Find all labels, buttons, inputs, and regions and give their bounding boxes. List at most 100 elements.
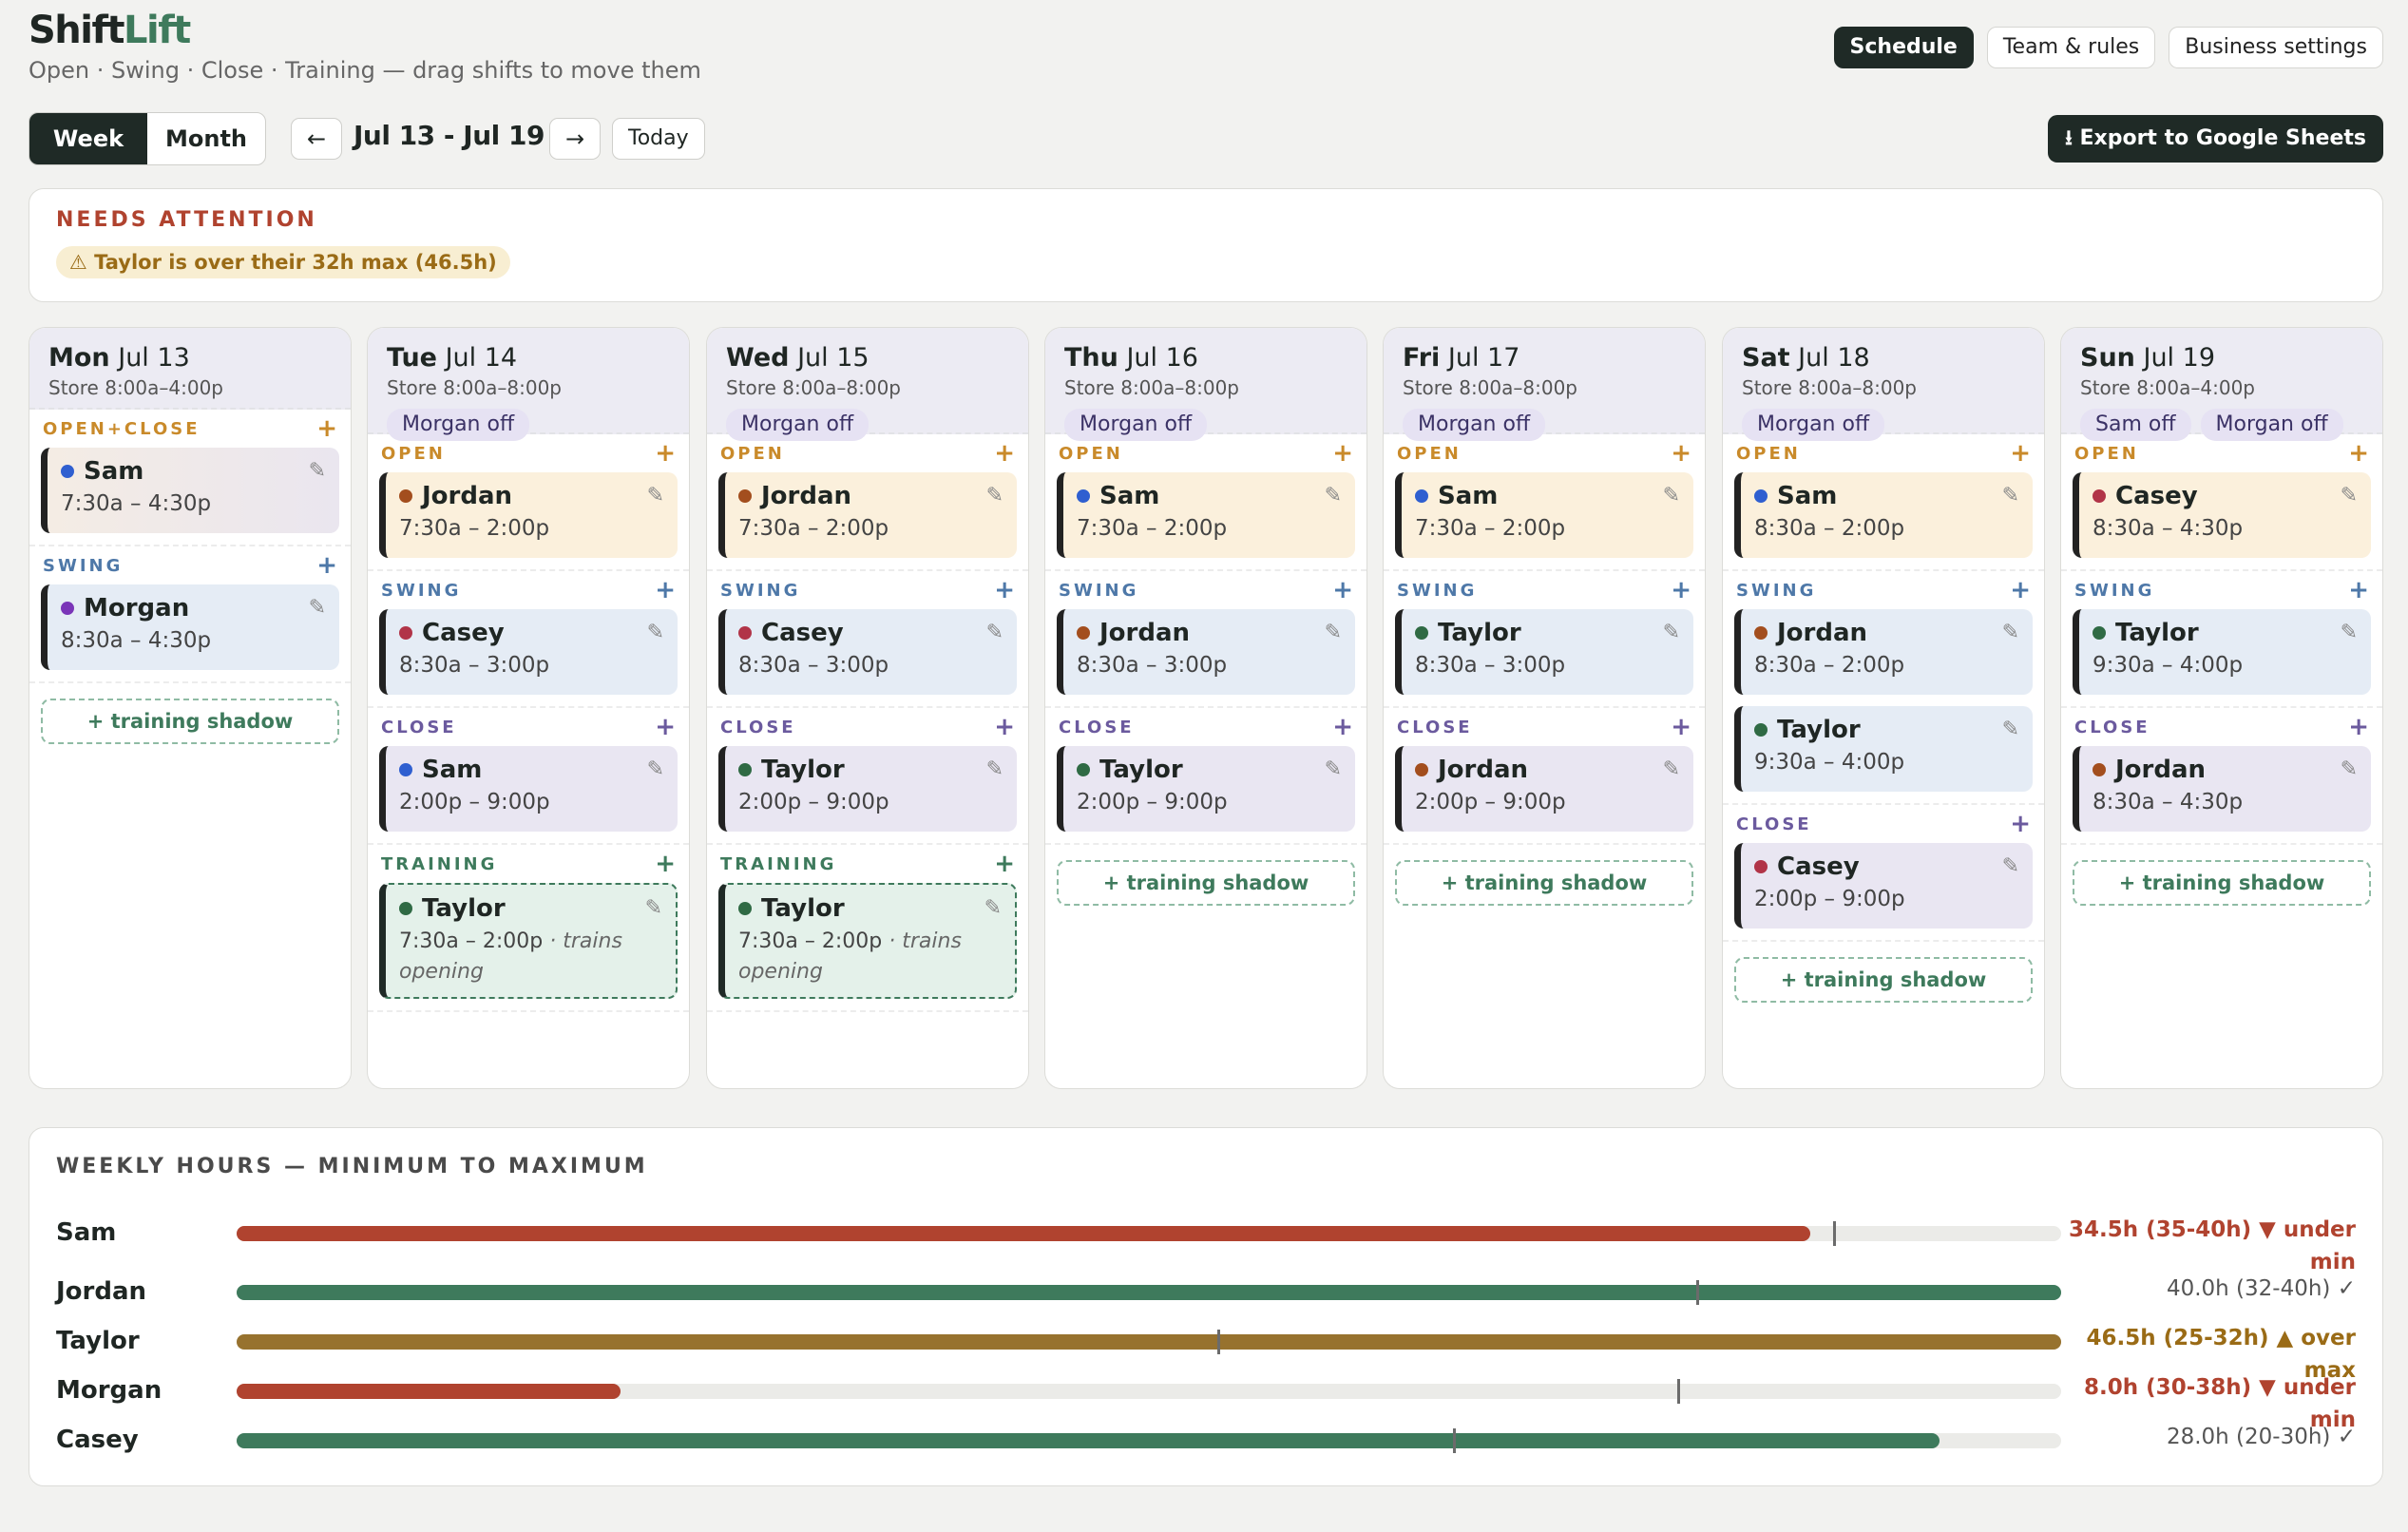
edit-pencil-icon[interactable]: ✎ [2340,621,2358,644]
add-shift-icon[interactable]: + [1332,576,1353,604]
shift-employee: Sam [1415,482,1680,510]
add-shift-icon[interactable]: + [1671,713,1691,741]
edit-pencil-icon[interactable]: ✎ [1324,757,1342,781]
edit-pencil-icon[interactable]: ✎ [2340,484,2358,507]
add-shift-icon[interactable]: + [1332,439,1353,468]
nav-schedule[interactable]: Schedule [1833,27,1974,68]
shift-card[interactable]: Taylor 8:30a – 3:00p ✎ [1395,609,1693,695]
shift-card[interactable]: Casey 8:30a – 3:00p ✎ [379,609,678,695]
edit-pencil-icon[interactable]: ✎ [2001,484,2019,507]
add-shift-icon[interactable]: + [994,439,1015,468]
shift-card[interactable]: Sam 2:00p – 9:00p ✎ [379,746,678,832]
add-shift-icon[interactable]: + [316,414,337,443]
add-shift-icon[interactable]: + [655,439,676,468]
needs-attention-panel: NEEDS ATTENTION ⚠ Taylor is over their 3… [29,188,2383,302]
next-week-button[interactable]: → [549,118,601,160]
add-shift-icon[interactable]: + [994,576,1015,604]
add-shift-icon[interactable]: + [994,713,1015,741]
shift-time-range: 7:30a – 2:00p [399,929,544,953]
shift-employee: Sam [1754,482,2019,510]
employee-color-dot [2093,489,2106,503]
shift-employee: Taylor [1415,619,1680,647]
add-shift-icon[interactable]: + [2010,810,2031,838]
shift-card[interactable]: Taylor 9:30a – 4:00p ✎ [1734,706,2033,792]
nav-business-settings[interactable]: Business settings [2169,27,2383,68]
edit-pencil-icon[interactable]: ✎ [2001,621,2019,644]
edit-pencil-icon[interactable]: ✎ [985,484,1003,507]
shift-card[interactable]: Jordan 8:30a – 4:30p ✎ [2073,746,2371,832]
edit-pencil-icon[interactable]: ✎ [1662,484,1680,507]
shift-time: 2:00p – 9:00p [1077,790,1342,814]
shift-card[interactable]: Taylor 2:00p – 9:00p ✎ [718,746,1017,832]
store-hours: Store 8:00a–8:00p [1742,376,1917,399]
warning-badge[interactable]: ⚠ Taylor is over their 32h max (46.5h) [56,246,510,278]
add-shift-icon[interactable]: + [2348,576,2369,604]
shift-card[interactable]: Morgan 8:30a – 4:30p ✎ [41,584,339,670]
nav-team-rules[interactable]: Team & rules [1986,27,2156,68]
add-training-shadow-button[interactable]: + training shadow [41,699,339,744]
time-off-badge: Sam off [2080,409,2191,441]
add-training-shadow-button[interactable]: + training shadow [1057,860,1355,906]
edit-pencil-icon[interactable]: ✎ [646,757,664,781]
add-shift-icon[interactable]: + [994,850,1015,878]
shift-time: 2:00p – 9:00p [738,790,1003,814]
shift-card[interactable]: Casey 8:30a – 3:00p ✎ [718,609,1017,695]
shift-card[interactable]: Casey 8:30a – 4:30p ✎ [2073,472,2371,558]
shift-card[interactable]: Casey 2:00p – 9:00p ✎ [1734,843,2033,929]
add-shift-icon[interactable]: + [2348,439,2369,468]
edit-pencil-icon[interactable]: ✎ [985,757,1003,781]
edit-pencil-icon[interactable]: ✎ [646,484,664,507]
section-header: TRAINING + [379,845,678,883]
shift-card[interactable]: Jordan 7:30a – 2:00p ✎ [718,472,1017,558]
edit-pencil-icon[interactable]: ✎ [1324,621,1342,644]
day-date: Jul 15 [797,343,870,373]
week-view-button[interactable]: Week [29,113,147,164]
add-training-shadow-button[interactable]: + training shadow [1395,860,1693,906]
employee-name: Sam [1438,482,1499,510]
add-training-shadow-button[interactable]: + training shadow [1734,957,2033,1003]
add-shift-icon[interactable]: + [316,551,337,580]
shift-card[interactable]: Sam 7:30a – 2:00p ✎ [1057,472,1355,558]
edit-pencil-icon[interactable]: ✎ [2001,718,2019,741]
add-shift-icon[interactable]: + [2348,713,2369,741]
shift-card[interactable]: Jordan 7:30a – 2:00p ✎ [379,472,678,558]
add-shift-icon[interactable]: + [1671,439,1691,468]
shift-card[interactable]: Jordan 8:30a – 2:00p ✎ [1734,609,2033,695]
edit-pencil-icon[interactable]: ✎ [984,896,1002,920]
edit-pencil-icon[interactable]: ✎ [2001,854,2019,878]
edit-pencil-icon[interactable]: ✎ [644,896,662,920]
shift-card[interactable]: Sam 8:30a – 2:00p ✎ [1734,472,2033,558]
edit-pencil-icon[interactable]: ✎ [1662,621,1680,644]
edit-pencil-icon[interactable]: ✎ [1662,757,1680,781]
shift-card[interactable]: Taylor 7:30a – 2:00p · trains opening ✎ [718,883,1017,999]
add-training-shadow-button[interactable]: + training shadow [2073,860,2371,906]
edit-pencil-icon[interactable]: ✎ [308,596,326,620]
day-of-week: Wed [726,343,790,373]
month-view-button[interactable]: Month [164,125,247,152]
shift-card[interactable]: Jordan 8:30a – 3:00p ✎ [1057,609,1355,695]
export-google-sheets-button[interactable]: ⭳ Export to Google Sheets [2048,115,2383,163]
shift-card[interactable]: Sam 7:30a – 4:30p ✎ [41,448,339,533]
edit-pencil-icon[interactable]: ✎ [1324,484,1342,507]
employee-name: Jordan [1777,619,1868,647]
shift-card[interactable]: Taylor 7:30a – 2:00p · trains opening ✎ [379,883,678,999]
edit-pencil-icon[interactable]: ✎ [646,621,664,644]
add-shift-icon[interactable]: + [2010,439,2031,468]
add-shift-icon[interactable]: + [2010,576,2031,604]
edit-pencil-icon[interactable]: ✎ [308,459,326,483]
add-shift-icon[interactable]: + [655,850,676,878]
shift-card[interactable]: Taylor 9:30a – 4:00p ✎ [2073,609,2371,695]
edit-pencil-icon[interactable]: ✎ [985,621,1003,644]
shift-card[interactable]: Jordan 2:00p – 9:00p ✎ [1395,746,1693,832]
add-shift-icon[interactable]: + [655,576,676,604]
add-shift-icon[interactable]: + [1671,576,1691,604]
prev-week-button[interactable]: ← [291,118,342,160]
shift-card[interactable]: Sam 7:30a – 2:00p ✎ [1395,472,1693,558]
add-shift-icon[interactable]: + [655,713,676,741]
shift-card[interactable]: Taylor 2:00p – 9:00p ✎ [1057,746,1355,832]
section-header: OPEN+CLOSE + [41,410,339,448]
time-off-list: Morgan off [1403,409,1686,441]
today-button[interactable]: Today [612,118,705,160]
add-shift-icon[interactable]: + [1332,713,1353,741]
edit-pencil-icon[interactable]: ✎ [2340,757,2358,781]
